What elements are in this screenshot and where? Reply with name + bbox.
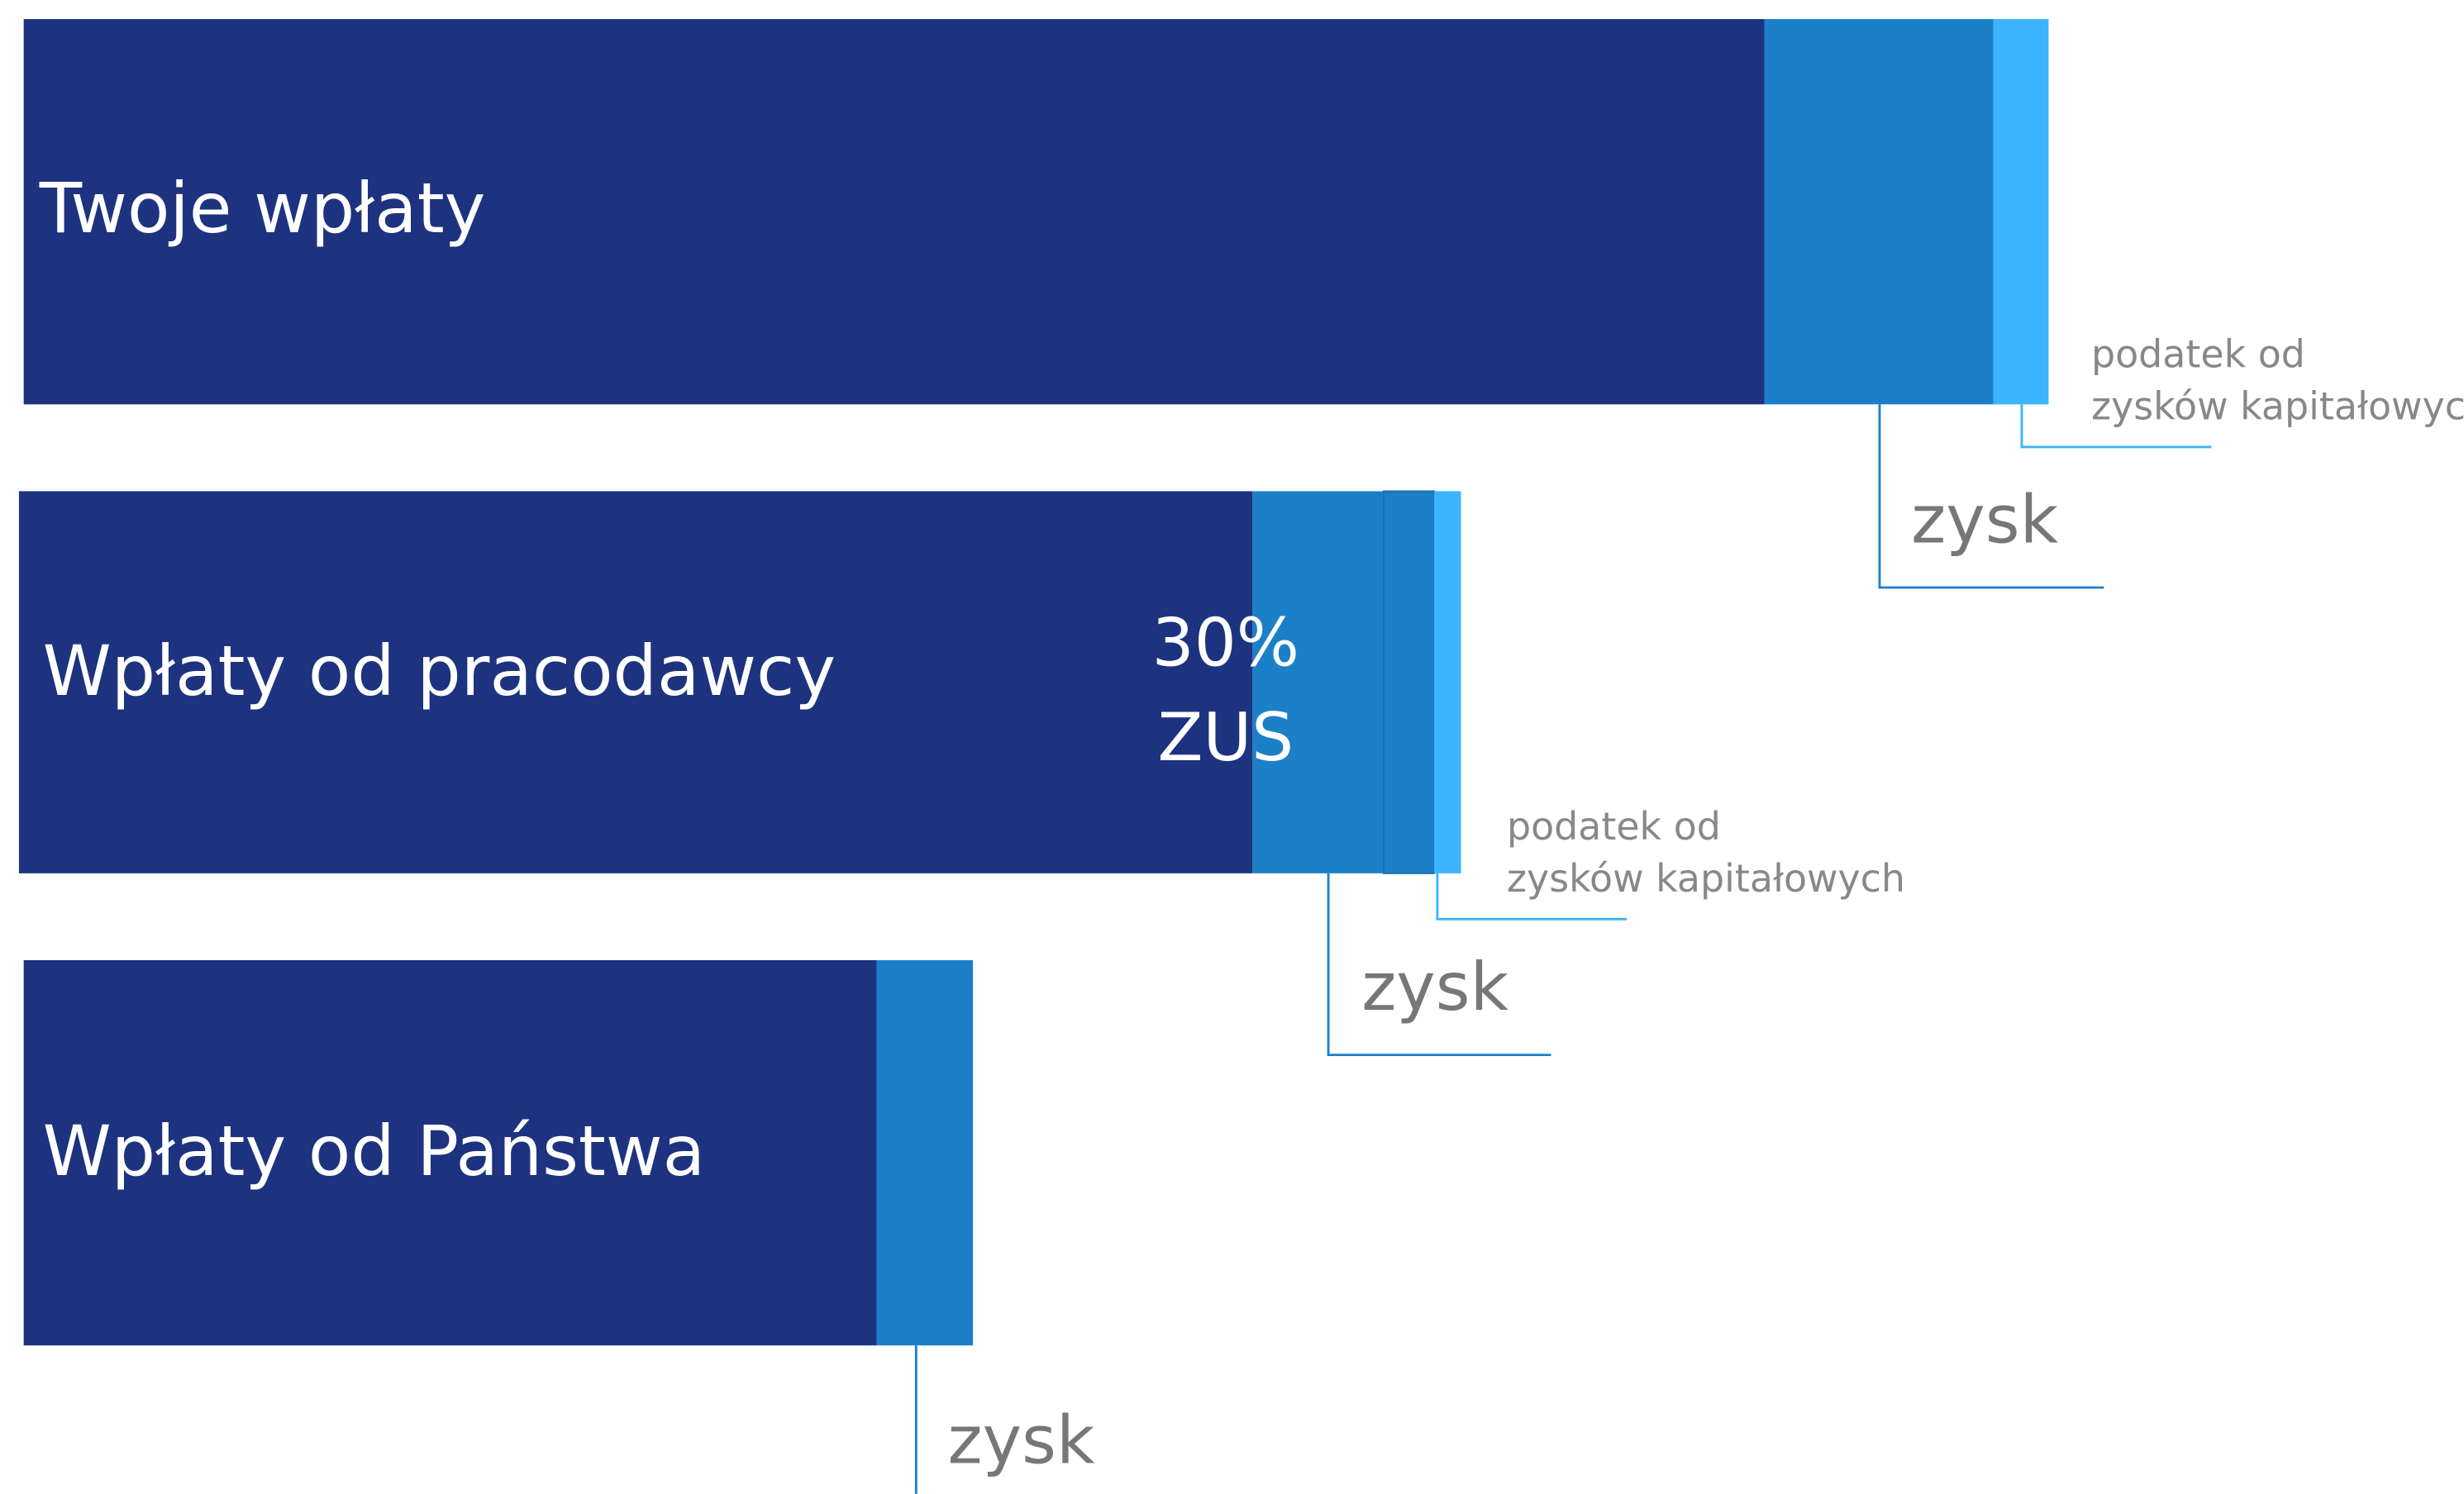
- bar-label: Wpłaty od pracodawcy: [43, 630, 836, 711]
- gain-label: zysk: [1911, 482, 2058, 559]
- gain-label: zysk: [948, 1402, 1095, 1479]
- contribution-segment: [18, 491, 1253, 873]
- tax-label: podatek od: [1507, 804, 1721, 849]
- tax-label: zysków kapitałowych: [2091, 384, 2464, 429]
- leader-line: [2020, 404, 2212, 449]
- gain-segment: [876, 959, 974, 1346]
- tax-label: zysków kapitałowych: [1507, 856, 1905, 901]
- leader-line: [1327, 873, 1551, 1057]
- contribution-segment: [23, 959, 877, 1346]
- bar-label: Wpłaty od Państwa: [43, 1111, 706, 1192]
- zus-segment: [1252, 491, 1384, 873]
- contribution-segment: [23, 19, 1765, 405]
- gain-segment: [1382, 490, 1436, 874]
- tax-segment: [1434, 491, 1461, 873]
- gain-segment: [1764, 19, 1994, 405]
- leader-line: [1436, 873, 1628, 921]
- tax-segment: [1993, 19, 2049, 405]
- note-label: ZUS: [1158, 699, 1294, 776]
- gain-label: zysk: [1361, 949, 1508, 1025]
- bar-label: Twoje wpłaty: [39, 168, 486, 249]
- note-label: 30%: [1152, 605, 1299, 682]
- leader-line: [1878, 404, 2104, 589]
- tax-label: podatek od: [2091, 332, 2305, 377]
